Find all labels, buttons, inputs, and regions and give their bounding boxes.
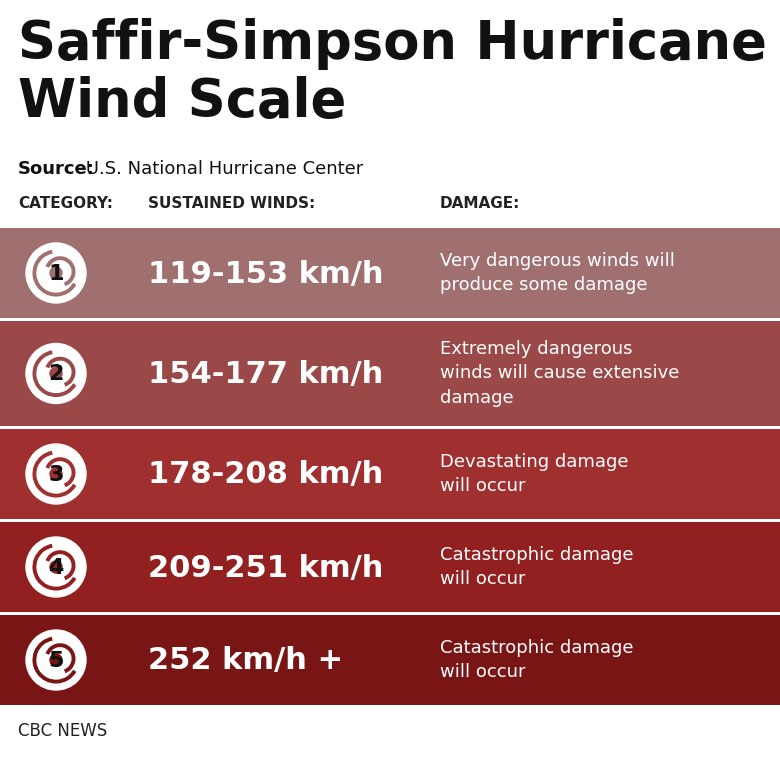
Text: 1: 1 — [48, 264, 64, 284]
FancyBboxPatch shape — [0, 429, 780, 519]
Text: CBC NEWS: CBC NEWS — [18, 722, 108, 740]
Circle shape — [50, 468, 62, 480]
Text: 252 km/h +: 252 km/h + — [148, 647, 343, 675]
Text: Extremely dangerous
winds will cause extensive
damage: Extremely dangerous winds will cause ext… — [440, 340, 679, 407]
Text: 5: 5 — [48, 651, 64, 671]
Circle shape — [26, 537, 86, 597]
Circle shape — [26, 343, 86, 403]
FancyBboxPatch shape — [0, 615, 780, 705]
FancyBboxPatch shape — [0, 228, 780, 318]
Circle shape — [50, 654, 62, 666]
Text: 119-153 km/h: 119-153 km/h — [148, 259, 384, 289]
FancyBboxPatch shape — [0, 522, 780, 612]
Text: CATEGORY:: CATEGORY: — [18, 196, 113, 211]
Text: 3: 3 — [48, 465, 64, 485]
Circle shape — [26, 630, 86, 690]
Text: 4: 4 — [48, 558, 64, 578]
Circle shape — [50, 267, 62, 279]
Text: DAMAGE:: DAMAGE: — [440, 196, 520, 211]
Circle shape — [50, 368, 62, 380]
Text: U.S. National Hurricane Center: U.S. National Hurricane Center — [80, 160, 363, 178]
Circle shape — [26, 444, 86, 504]
Circle shape — [26, 243, 86, 303]
Circle shape — [50, 561, 62, 573]
Text: Source:: Source: — [18, 160, 95, 178]
Text: SUSTAINED WINDS:: SUSTAINED WINDS: — [148, 196, 315, 211]
Text: 209-251 km/h: 209-251 km/h — [148, 553, 384, 582]
Text: Saffir-Simpson Hurricane
Wind Scale: Saffir-Simpson Hurricane Wind Scale — [18, 18, 767, 128]
Text: 154-177 km/h: 154-177 km/h — [148, 360, 383, 389]
Text: 2: 2 — [48, 365, 64, 384]
Text: 178-208 km/h: 178-208 km/h — [148, 461, 383, 490]
FancyBboxPatch shape — [0, 321, 780, 426]
Text: Catastrophic damage
will occur: Catastrophic damage will occur — [440, 546, 633, 588]
Text: Catastrophic damage
will occur: Catastrophic damage will occur — [440, 639, 633, 681]
Text: Devastating damage
will occur: Devastating damage will occur — [440, 453, 629, 495]
Text: Very dangerous winds will
produce some damage: Very dangerous winds will produce some d… — [440, 252, 675, 294]
